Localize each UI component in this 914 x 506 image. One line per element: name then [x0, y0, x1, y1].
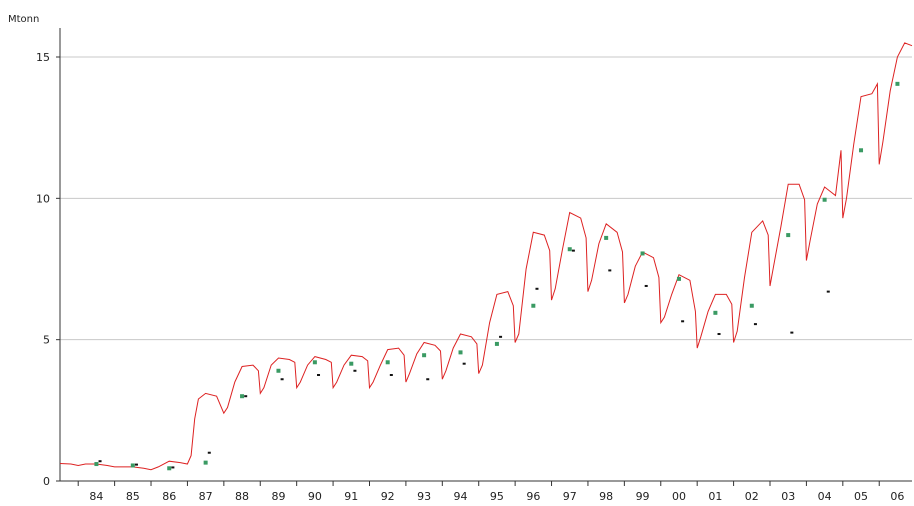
green-marker — [604, 235, 609, 240]
black-marker — [681, 320, 685, 323]
green-marker — [859, 148, 864, 153]
black-marker — [98, 460, 102, 463]
black-marker — [790, 331, 794, 334]
x-tick-label: 04 — [818, 490, 832, 503]
x-tick-label: 93 — [417, 490, 431, 503]
black-marker — [499, 335, 503, 338]
green-marker — [312, 360, 317, 365]
x-tick-label: 90 — [308, 490, 322, 503]
x-tick-label: 06 — [890, 490, 904, 503]
black-marker — [317, 374, 321, 376]
series-line — [59, 42, 913, 471]
green-marker — [895, 81, 900, 86]
grid-lines — [60, 56, 912, 341]
black-marker — [389, 374, 393, 376]
x-tick-label: 87 — [199, 490, 213, 503]
x-tick-label: 84 — [89, 490, 103, 503]
black-marker — [571, 249, 575, 252]
black-marker — [608, 269, 612, 272]
green-marker — [349, 361, 354, 366]
green-marker — [640, 251, 645, 256]
x-tick-label: 99 — [636, 490, 650, 503]
x-tick-label: 92 — [381, 490, 395, 503]
x-tick-label: 05 — [854, 490, 868, 503]
x-tick-label: 96 — [526, 490, 540, 503]
green-marker — [567, 247, 572, 252]
green-marker — [676, 276, 681, 281]
y-tick-label: 15 — [36, 51, 50, 64]
series-green-markers — [94, 81, 900, 471]
series-black-markers — [98, 249, 830, 469]
y-tick-label: 5 — [43, 334, 50, 347]
series-line-path — [59, 42, 913, 471]
black-marker — [426, 378, 430, 381]
x-tick-label: 98 — [599, 490, 613, 503]
axes — [56, 28, 912, 486]
black-marker — [134, 463, 138, 466]
green-marker — [167, 466, 172, 471]
green-marker — [531, 303, 536, 308]
y-tick-label: 10 — [36, 192, 50, 205]
x-tick-label: 88 — [235, 490, 249, 503]
x-tick-label: 02 — [745, 490, 759, 503]
green-marker — [713, 310, 718, 315]
black-marker — [244, 395, 248, 398]
green-marker — [203, 460, 208, 465]
green-marker — [276, 368, 281, 373]
black-marker — [462, 362, 466, 365]
black-marker — [644, 284, 648, 287]
green-marker — [458, 350, 463, 355]
green-marker — [494, 341, 499, 346]
green-marker — [786, 233, 791, 238]
x-tick-label: 85 — [126, 490, 140, 503]
black-marker — [353, 369, 357, 372]
green-marker — [822, 197, 827, 202]
x-tick-label: 91 — [344, 490, 358, 503]
black-marker — [171, 466, 175, 469]
green-marker — [130, 463, 135, 468]
x-tick-label: 97 — [563, 490, 577, 503]
x-tick-label: 03 — [781, 490, 795, 503]
black-marker — [207, 451, 211, 454]
black-marker — [753, 323, 757, 326]
y-tick-label: 0 — [43, 475, 50, 488]
black-marker — [535, 287, 539, 290]
green-marker — [240, 394, 245, 399]
green-marker — [385, 360, 390, 365]
green-marker — [749, 303, 754, 308]
black-marker — [826, 290, 830, 293]
black-marker — [717, 333, 721, 336]
x-tick-label: 86 — [162, 490, 176, 503]
x-tick-label: 94 — [454, 490, 468, 503]
x-tick-label: 89 — [271, 490, 285, 503]
green-marker — [422, 353, 427, 358]
black-marker — [280, 378, 284, 381]
x-tick-label: 01 — [708, 490, 722, 503]
green-marker — [94, 462, 99, 467]
y-axis-unit-label: Mtonn — [8, 14, 39, 25]
x-tick-label: 95 — [490, 490, 504, 503]
x-tick-label: 00 — [672, 490, 686, 503]
